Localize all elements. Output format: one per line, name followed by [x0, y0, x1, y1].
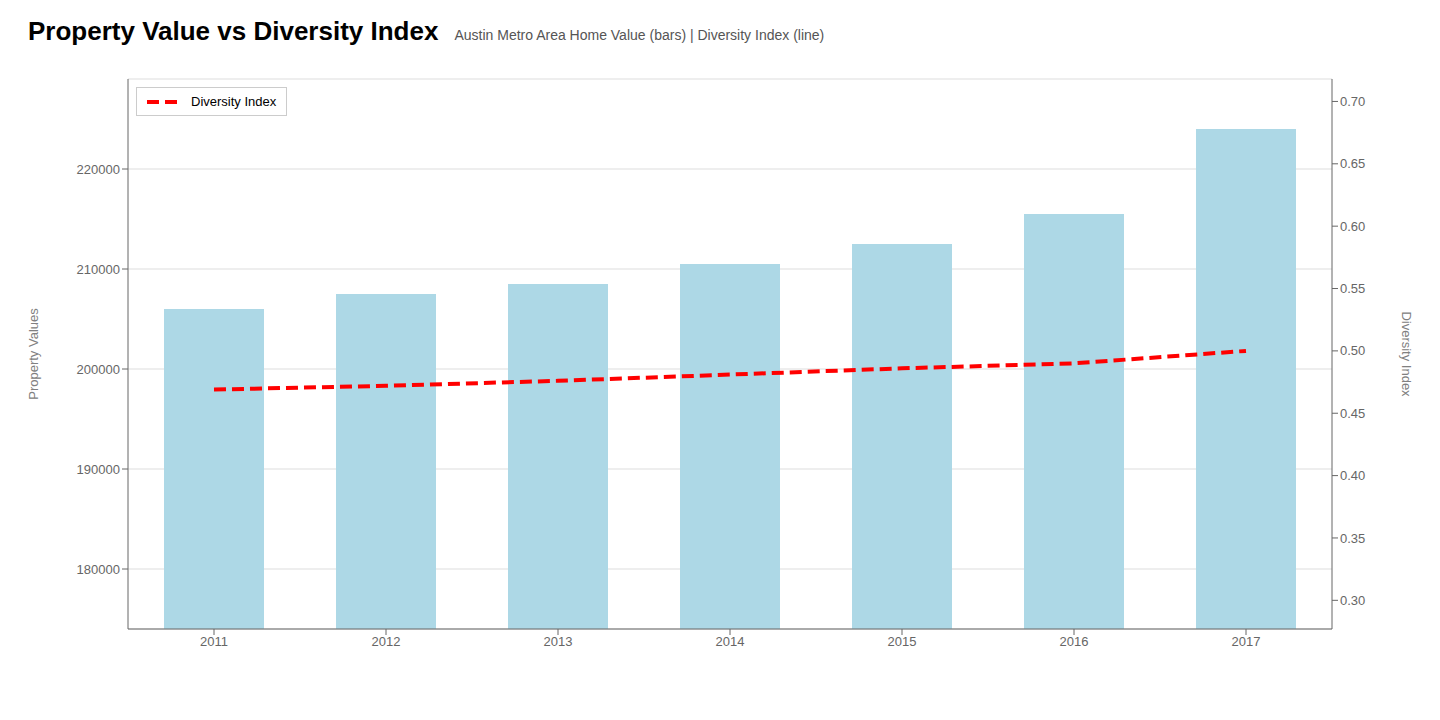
svg-text:0.35: 0.35: [1340, 531, 1365, 546]
svg-text:2013: 2013: [544, 634, 573, 649]
svg-text:0.30: 0.30: [1340, 593, 1365, 608]
svg-text:2016: 2016: [1060, 634, 1089, 649]
svg-text:0.70: 0.70: [1340, 94, 1365, 109]
svg-text:0.55: 0.55: [1340, 281, 1365, 296]
svg-text:2014: 2014: [716, 634, 745, 649]
svg-text:Diversity Index: Diversity Index: [1399, 311, 1414, 397]
svg-text:180000: 180000: [77, 562, 120, 577]
svg-text:2017: 2017: [1232, 634, 1261, 649]
svg-text:2015: 2015: [888, 634, 917, 649]
html-text:Austin Metro Area Home Value (: Austin Metro Area Home Value (bars) | Di…: [454, 27, 825, 43]
svg-text:200000: 200000: [77, 362, 120, 377]
svg-text:190000: 190000: [77, 462, 120, 477]
svg-text:0.60: 0.60: [1340, 219, 1365, 234]
html-text:Property Value vs Diversity In: Property Value vs Diversity Index: [28, 16, 439, 46]
svg-text:0.45: 0.45: [1340, 406, 1365, 421]
svg-text:2011: 2011: [200, 634, 228, 649]
svg-text:Property Values: Property Values: [26, 308, 41, 400]
svg-text:220000: 220000: [77, 162, 120, 177]
svg-text:210000: 210000: [77, 262, 120, 277]
svg-text:2012: 2012: [372, 634, 401, 649]
html-text:Diversity Index: Diversity Index: [191, 94, 277, 109]
svg-text:0.40: 0.40: [1340, 468, 1365, 483]
svg-text:0.65: 0.65: [1340, 156, 1365, 171]
svg-text:0.50: 0.50: [1340, 343, 1365, 358]
